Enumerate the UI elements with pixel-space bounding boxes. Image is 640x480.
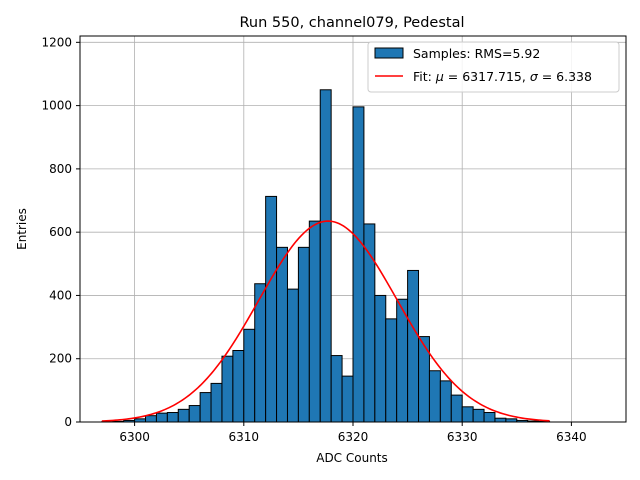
histogram-bar [308,220,321,423]
histogram-bar [155,412,168,423]
y-tick-label: 1200 [41,35,72,49]
chart-title: Run 550, channel079, Pedestal [239,15,464,31]
histogram-bar [461,406,474,423]
histogram-bar [374,294,387,423]
histogram-bar [286,288,299,423]
histogram-bar [265,195,278,423]
y-tick-label: 400 [49,288,72,302]
legend-sigma-value: = 6.338 [538,69,592,84]
y-tick-label: 1000 [41,99,72,113]
x-tick-label: 6300 [119,430,150,444]
histogram-bar [483,412,496,423]
legend-mu-value: = 6317.715, [444,69,530,84]
histogram-bar [385,318,398,423]
histogram-bar [428,370,441,423]
y-axis-label: Entries [15,208,29,250]
histogram-bar [297,246,310,423]
histogram-bar [407,269,420,423]
histogram-bar [177,408,190,423]
x-tick-label: 6320 [338,430,369,444]
legend-samples-label: Samples: RMS=5.92 [413,46,540,61]
histogram-bar [472,408,485,423]
y-axis-ticks: 0 200 400 600 800 1000 1200 [41,35,80,429]
x-axis-ticks: 6300 6310 6320 6330 6340 [119,422,587,444]
histogram-bar [232,349,245,423]
legend: Samples: RMS=5.92 Fit: μ = 6317.715, σ =… [367,41,620,93]
y-tick-label: 0 [64,415,72,429]
x-tick-label: 6330 [447,430,478,444]
x-tick-label: 6340 [556,430,587,444]
x-tick-label: 6310 [229,430,260,444]
x-axis-label: ADC Counts [316,451,388,465]
legend-box [367,41,620,93]
histogram-bar [319,89,332,423]
histogram-bar [439,380,452,423]
legend-fit-prefix: Fit: [413,69,436,84]
legend-fit-label: Fit: μ = 6317.715, σ = 6.338 [413,69,592,84]
histogram-bar [494,417,507,423]
histogram-bars [101,89,551,423]
histogram-bar [210,382,223,423]
histogram-bar [199,392,212,423]
y-tick-label: 600 [49,225,72,239]
histogram-bar [450,394,463,423]
gaussian-fit-line [101,220,550,422]
histogram-bar [221,355,234,423]
histogram-bar [243,328,256,423]
histogram-bar [145,415,157,423]
y-tick-label: 200 [49,352,72,366]
legend-samples-swatch [374,47,404,59]
histogram-bar [341,375,354,423]
histogram-bar [330,355,343,423]
histogram-bar [418,336,430,423]
histogram-bar [396,298,409,423]
histogram-bar [188,405,201,423]
legend-mu-symbol: μ [435,69,444,84]
histogram-bar [276,246,288,423]
y-tick-label: 800 [49,162,72,176]
histogram-bar [352,106,365,423]
histogram-bar [166,412,179,423]
legend-sigma-symbol: σ [530,69,539,84]
